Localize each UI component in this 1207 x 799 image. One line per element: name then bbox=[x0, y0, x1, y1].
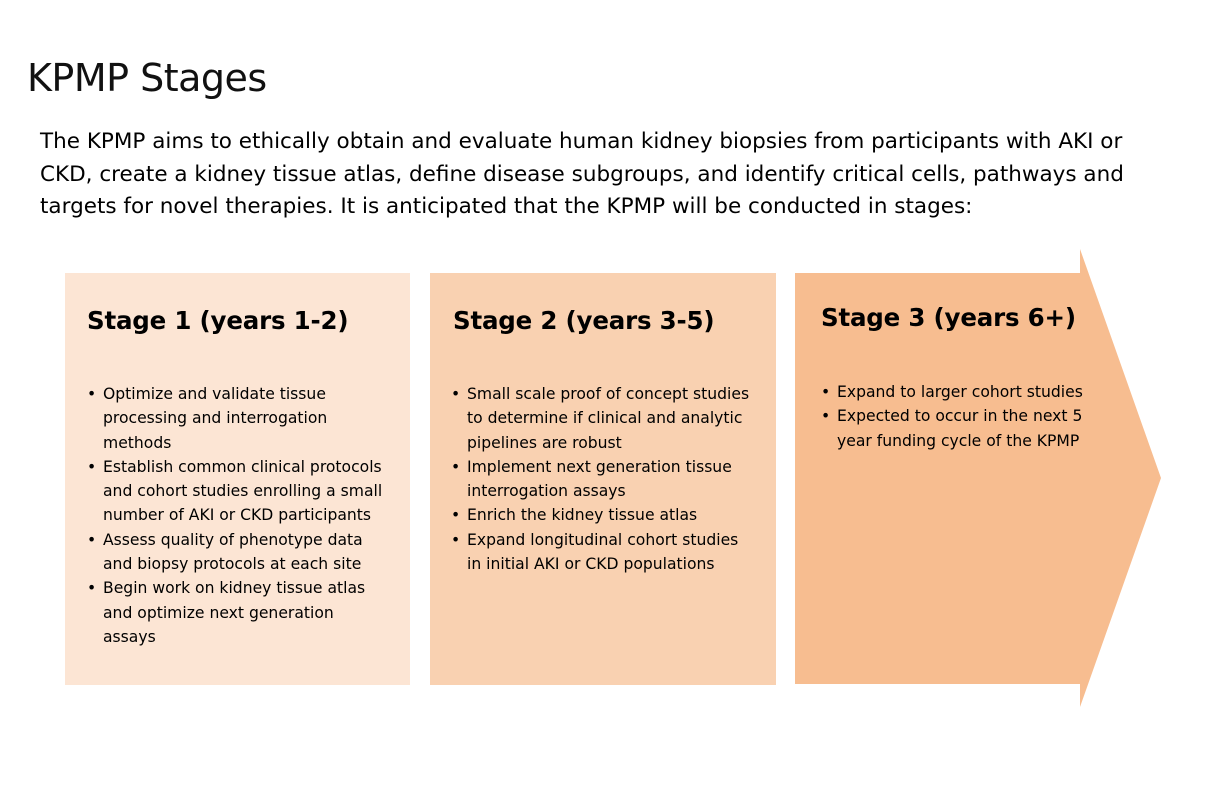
bullet-item: • Implement next generation tissue interr… bbox=[451, 455, 756, 504]
bullet-dot-icon: • bbox=[451, 530, 461, 549]
bullet-dot-icon: • bbox=[451, 506, 461, 525]
bullet-item: • Expand longitudinal cohort studies in i… bbox=[451, 528, 756, 577]
stage-3-arrow: Stage 3 (years 6+) • Expand to larger coh… bbox=[795, 249, 1162, 707]
bullet-text: Expand longitudinal cohort studies in in… bbox=[467, 530, 739, 574]
bullet-item: • Assess quality of phenotype data and bi… bbox=[87, 528, 387, 577]
stage-3-bullet-list: • Expand to larger cohort studies • Expecte… bbox=[821, 380, 1089, 453]
bullet-text: Begin work on kidney tissue atlas and op… bbox=[103, 579, 366, 646]
bullet-dot-icon: • bbox=[821, 407, 831, 426]
bullet-item: • Small scale proof of concept studies to… bbox=[451, 382, 756, 455]
bullet-dot-icon: • bbox=[87, 385, 97, 403]
stage-3-heading: Stage 3 (years 6+) bbox=[821, 303, 1076, 332]
bullet-item: • Begin work on kidney tissue atlas and o… bbox=[87, 576, 387, 649]
bullet-dot-icon: • bbox=[451, 457, 461, 476]
bullet-dot-icon: • bbox=[87, 457, 97, 476]
page-title: KPMP Stages bbox=[27, 56, 267, 100]
bullet-text: Assess quality of phenotype data and bio… bbox=[103, 530, 363, 574]
bullet-item: • Enrich the kidney tissue atlas bbox=[451, 503, 756, 527]
bullet-text: Expand to larger cohort studies bbox=[837, 383, 1083, 401]
bullet-text: Implement next generation tissue interro… bbox=[467, 457, 732, 501]
stage-2-heading: Stage 2 (years 3-5) bbox=[453, 306, 715, 335]
bullet-dot-icon: • bbox=[87, 579, 97, 598]
intro-paragraph: The KPMP aims to ethically obtain and ev… bbox=[40, 129, 1124, 219]
bullet-text: Enrich the kidney tissue atlas bbox=[467, 506, 698, 525]
stage-2-bullet-list: • Small scale proof of concept studies to… bbox=[451, 382, 756, 576]
bullet-dot-icon: • bbox=[821, 383, 831, 401]
stage-1-heading: Stage 1 (years 1-2) bbox=[87, 306, 349, 335]
bullet-dot-icon: • bbox=[451, 385, 461, 403]
stage-1-bullet-list: • Optimize and validate tissue processing… bbox=[87, 382, 387, 649]
bullet-item: • Optimize and validate tissue processing… bbox=[87, 382, 387, 455]
bullet-text: Expected to occur in the next 5 year fun… bbox=[837, 407, 1083, 450]
bullet-text: Small scale proof of concept studies to … bbox=[467, 385, 750, 452]
bullet-dot-icon: • bbox=[87, 530, 97, 549]
bullet-text: Optimize and validate tissue processing … bbox=[103, 385, 328, 452]
bullet-item: • Expected to occur in the next 5 year fu… bbox=[821, 404, 1089, 453]
bullet-text: Establish common clinical protocols and … bbox=[103, 457, 383, 525]
bullet-item: • Expand to larger cohort studies bbox=[821, 380, 1089, 404]
stage-3-arrow-shape bbox=[795, 249, 1161, 707]
stage-2-box: Stage 2 (years 3-5) • Small scale proof o… bbox=[430, 273, 776, 685]
bullet-item: • Establish common clinical protocols and… bbox=[87, 455, 387, 528]
stage-1-box: Stage 1 (years 1-2) • Optimize and valida… bbox=[65, 273, 410, 685]
